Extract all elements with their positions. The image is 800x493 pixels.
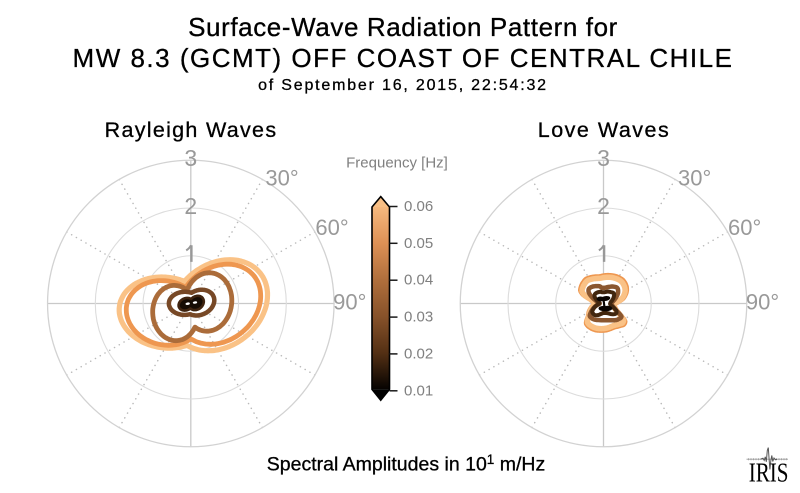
svg-text:90°: 90° [333,289,366,314]
svg-text:2: 2 [597,193,610,219]
svg-text:30°: 30° [678,166,711,191]
svg-text:30°: 30° [265,166,298,191]
svg-text:0.05: 0.05 [404,235,433,252]
svg-text:60°: 60° [315,215,348,240]
svg-text:60°: 60° [728,215,761,240]
svg-text:3: 3 [184,145,197,171]
svg-text:2: 2 [184,193,197,219]
svg-text:Frequency [Hz]: Frequency [Hz] [346,155,448,172]
svg-text:0.01: 0.01 [404,382,433,399]
svg-text:90°: 90° [746,289,779,314]
svg-text:IRIS: IRIS [749,457,789,488]
svg-text:0.02: 0.02 [404,345,433,362]
svg-text:3: 3 [597,145,610,171]
svg-text:0.04: 0.04 [404,272,433,289]
svg-text:0.06: 0.06 [404,198,433,215]
svg-text:0.03: 0.03 [404,309,433,326]
